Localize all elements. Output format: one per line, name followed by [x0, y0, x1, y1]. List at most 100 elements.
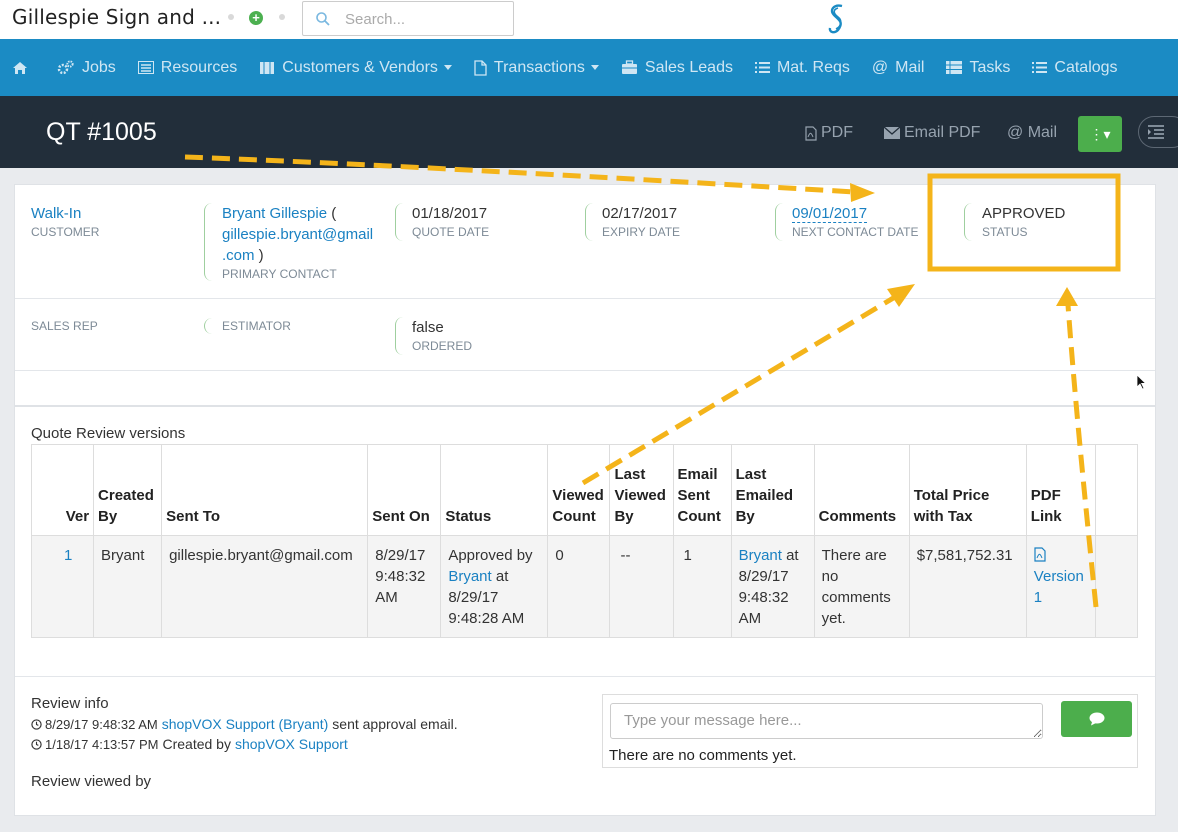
estimator-label: ESTIMATOR: [222, 319, 291, 333]
review-entry: 8/29/17 9:48:32 AM shopVOX Support (Brya…: [31, 716, 458, 732]
quote-date-label: QUOTE DATE: [412, 225, 490, 239]
field-divider: [395, 317, 403, 355]
col-header: Last Viewed By: [609, 444, 674, 536]
col-header: Email Sent Count: [672, 444, 732, 536]
search-input[interactable]: [345, 7, 505, 31]
email-pdf-button[interactable]: Email PDF: [884, 124, 980, 142]
next-contact-date-link[interactable]: 09/01/2017: [792, 205, 868, 223]
table-row: 1 Bryant gillespie.bryant@gmail.com 8/29…: [30, 535, 1139, 638]
pdf-button[interactable]: PDF: [805, 124, 853, 142]
version-link[interactable]: 1: [64, 547, 73, 564]
entry-actor-link[interactable]: shopVOX Support (Bryant): [161, 716, 329, 732]
entry-text: sent approval email.: [332, 716, 458, 732]
next-contact-date-label: NEXT CONTACT DATE: [792, 225, 919, 239]
tasks-icon: [946, 61, 963, 74]
last-emailed-suffix: at 8/29/17 9:48:32 AM: [738, 547, 799, 627]
pdf-link-label: Version 1: [1033, 568, 1084, 606]
review-info: Review info 8/29/17 9:48:32 AM shopVOX S…: [31, 695, 458, 790]
entry-time: 1/18/17 4:13:57 PM: [45, 736, 159, 752]
nav-label: Tasks: [969, 58, 1011, 76]
mail-label: @ Mail: [1007, 124, 1058, 141]
nav-transactions[interactable]: Transactions: [474, 59, 599, 77]
last-emailed-by-link[interactable]: Bryant: [738, 547, 782, 564]
send-comment-button[interactable]: [1061, 701, 1132, 737]
primary-contact-field: Bryant Gillespie ( gillespie.bryant@gmai…: [222, 203, 382, 281]
last-emailed-by-cell: Bryant at 8/29/17 9:48:32 AM: [730, 535, 815, 638]
contact-email-link[interactable]: gillespie.bryant@gmail .com: [222, 226, 373, 264]
field-divider: [964, 203, 972, 241]
pdf-label: PDF: [821, 124, 853, 141]
col-header: Ver: [30, 444, 95, 536]
contact-email-part1: gillespie.bryant@gmail: [222, 226, 374, 243]
quote-details-card: Walk-In CUSTOMER Bryant Gillespie ( gill…: [14, 184, 1156, 816]
comment-input[interactable]: [610, 703, 1043, 739]
col-header: Total Price with Tax: [908, 444, 1027, 536]
clock-icon: [31, 738, 42, 750]
main-nav: Jobs Resources Customers & Vendors Trans…: [0, 39, 1178, 96]
pdf-version-link[interactable]: Version 1: [1034, 547, 1084, 606]
divider: [15, 405, 1155, 407]
col-header: PDF Link: [1025, 444, 1096, 536]
nav-mat-reqs[interactable]: Mat. Reqs: [754, 59, 850, 77]
col-header: Sent On: [367, 444, 442, 536]
caret-down-icon: [590, 65, 599, 70]
expiry-date-value: 02/17/2017: [602, 205, 678, 222]
comment-icon: [1089, 712, 1105, 726]
nav-sales-leads[interactable]: Sales Leads: [621, 59, 733, 77]
total-price-cell: $7,581,752.31: [908, 535, 1027, 638]
file-pdf-icon: [805, 125, 817, 141]
sidebar-toggle-button[interactable]: [1138, 116, 1178, 148]
nav-label: Sales Leads: [644, 58, 733, 76]
nav-tasks[interactable]: Tasks: [946, 59, 1010, 77]
entry-time: 8/29/17 9:48:32 AM: [45, 716, 158, 732]
nav-home[interactable]: [12, 61, 35, 75]
contact-email-part2: .com: [222, 247, 255, 264]
page-title: QT #1005: [46, 118, 157, 146]
sent-to-cell: gillespie.bryant@gmail.com: [161, 535, 369, 638]
shopvox-logo-icon[interactable]: [824, 2, 850, 36]
sales-rep-field: SALES REP: [31, 318, 98, 333]
quote-date-value: 01/18/2017: [412, 205, 488, 222]
company-name[interactable]: Gillespie Sign and ...: [12, 5, 222, 29]
status-prefix: Approved by: [448, 547, 533, 564]
search-icon: [316, 12, 330, 26]
divider: [15, 370, 1155, 371]
mail-button[interactable]: @ Mail: [1007, 124, 1057, 142]
nav-resources[interactable]: Resources: [137, 59, 237, 77]
field-divider: [395, 203, 403, 241]
primary-contact-label: PRIMARY CONTACT: [222, 267, 337, 281]
nav-label: Transactions: [493, 58, 585, 76]
nav-jobs[interactable]: Jobs: [57, 59, 116, 77]
nav-mail[interactable]: @ Mail: [872, 59, 925, 77]
indent-icon: [1148, 125, 1164, 139]
entry-actor-link[interactable]: shopVOX Support: [234, 736, 348, 752]
nav-label: Mail: [895, 58, 925, 76]
briefcase-icon: [621, 60, 637, 74]
next-contact-date-field: 09/01/2017 NEXT CONTACT DATE: [792, 203, 918, 239]
home-icon: [13, 61, 27, 74]
customer-link[interactable]: Walk-In: [31, 205, 82, 222]
col-header: Created By: [93, 444, 163, 536]
page-header: QT #1005 PDF Email PDF @ Mail ⋮▾: [0, 96, 1178, 168]
review-info-title: Review info: [31, 695, 109, 712]
review-entry: 1/18/17 4:13:57 PM Created by shopVOX Su…: [31, 736, 458, 752]
customer-label: CUSTOMER: [31, 225, 100, 239]
comments-cell: There are no comments yet.: [813, 535, 910, 638]
status-field: APPROVED STATUS: [982, 203, 1065, 239]
nav-catalogs[interactable]: Catalogs: [1032, 59, 1118, 77]
add-icon[interactable]: +: [249, 11, 263, 25]
expiry-date-field: 02/17/2017 EXPIRY DATE: [602, 203, 680, 239]
status-suffix: at 8/29/17 9:48:28 AM: [448, 568, 525, 627]
nav-customers-vendors[interactable]: Customers & Vendors: [259, 59, 452, 77]
divider: [15, 676, 1155, 677]
approved-by-link[interactable]: Bryant: [448, 568, 492, 585]
envelope-icon: [884, 127, 900, 139]
field-divider: [204, 203, 212, 281]
at-icon: @: [871, 58, 889, 76]
more-actions-button[interactable]: ⋮▾: [1078, 116, 1122, 152]
nav-label: Customers & Vendors: [282, 58, 438, 76]
no-comments-text: There are no comments yet.: [609, 747, 797, 764]
contact-name-link[interactable]: Bryant Gillespie: [222, 205, 328, 222]
search-box: [302, 1, 514, 36]
dot-separator: [228, 14, 234, 20]
